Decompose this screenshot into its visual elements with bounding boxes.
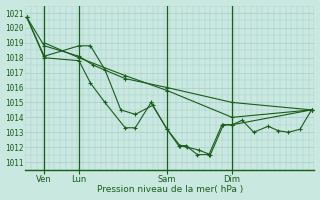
X-axis label: Pression niveau de la mer( hPa ): Pression niveau de la mer( hPa ) [97, 185, 243, 194]
